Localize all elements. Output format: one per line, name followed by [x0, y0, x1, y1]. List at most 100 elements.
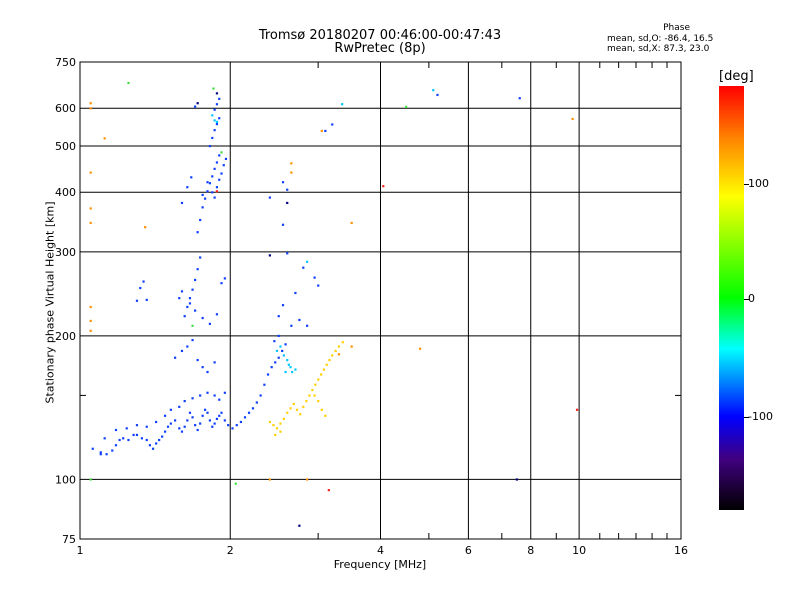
- data-point: [199, 422, 202, 425]
- y-tick-label: 500: [55, 140, 76, 153]
- data-point: [306, 260, 309, 263]
- data-point: [275, 427, 279, 430]
- data-point: [186, 345, 189, 348]
- data-point: [298, 318, 301, 322]
- data-point: [125, 427, 128, 430]
- data-point: [320, 373, 323, 376]
- data-point: [183, 315, 186, 318]
- data-point: [299, 413, 302, 416]
- data-point: [273, 340, 276, 343]
- data-point: [306, 324, 309, 327]
- data-point: [518, 97, 521, 100]
- data-point: [274, 433, 277, 437]
- x-tick-label: 2: [227, 544, 234, 557]
- data-point: [325, 363, 328, 366]
- data-point: [281, 181, 285, 184]
- data-point: [382, 185, 385, 188]
- data-point: [190, 176, 193, 179]
- data-point: [142, 280, 145, 283]
- data-point: [215, 161, 219, 164]
- data-point: [284, 370, 287, 374]
- data-point: [322, 368, 326, 371]
- data-point: [302, 405, 305, 408]
- x-tick-label: 16: [674, 544, 688, 557]
- data-point: [208, 144, 212, 148]
- data-point: [208, 322, 212, 325]
- data-point: [220, 172, 223, 175]
- data-point: [294, 291, 297, 295]
- x-tick-label: 1: [77, 544, 84, 557]
- data-point: [275, 349, 279, 353]
- data-point: [140, 437, 144, 440]
- data-point: [337, 353, 341, 356]
- data-point: [211, 136, 214, 140]
- data-point: [274, 361, 277, 364]
- data-point: [334, 349, 337, 353]
- data-point: [99, 451, 102, 454]
- data-point: [247, 411, 251, 414]
- data-point: [118, 438, 121, 442]
- data-point: [277, 334, 280, 338]
- data-point: [201, 206, 204, 209]
- data-point: [223, 277, 226, 280]
- data-point: [161, 435, 164, 438]
- data-point: [186, 419, 189, 422]
- data-point: [114, 428, 118, 432]
- data-point: [178, 427, 181, 430]
- data-point: [281, 223, 285, 226]
- data-point: [212, 87, 215, 90]
- data-point: [206, 181, 209, 184]
- x-tick-label: 10: [572, 544, 586, 557]
- y-tick-label: 300: [55, 246, 76, 259]
- data-point: [114, 444, 118, 447]
- data-point: [127, 438, 130, 442]
- data-point: [211, 425, 214, 428]
- data-point: [215, 190, 219, 193]
- data-point: [287, 363, 290, 366]
- data-point: [178, 405, 181, 408]
- data-point: [103, 137, 106, 140]
- data-point: [211, 175, 214, 178]
- data-point: [151, 447, 155, 450]
- data-point: [191, 416, 194, 419]
- data-point: [213, 394, 216, 397]
- phase-title: Phase: [663, 23, 690, 33]
- data-point: [218, 178, 221, 181]
- data-point: [289, 366, 292, 369]
- data-point: [317, 400, 320, 403]
- data-point: [194, 105, 197, 108]
- data-point: [206, 411, 209, 414]
- data-point: [281, 349, 284, 353]
- data-point: [135, 299, 139, 302]
- data-point: [188, 411, 192, 414]
- data-point: [213, 119, 216, 122]
- data-point: [436, 93, 439, 97]
- data-point: [298, 524, 301, 527]
- data-point: [206, 370, 209, 374]
- data-point: [191, 324, 194, 327]
- data-point: [183, 425, 186, 428]
- data-point: [327, 489, 330, 492]
- data-point: [201, 193, 204, 197]
- data-point: [89, 329, 92, 332]
- data-point: [263, 383, 266, 386]
- data-point: [279, 422, 282, 425]
- data-point: [196, 102, 199, 105]
- data-point: [215, 120, 219, 123]
- x-tick-label: 8: [527, 544, 534, 557]
- data-point: [234, 482, 237, 485]
- data-point: [89, 319, 92, 323]
- data-point: [222, 164, 225, 167]
- data-point: [188, 297, 192, 300]
- data-point: [89, 102, 92, 105]
- data-point: [308, 394, 311, 397]
- data-point: [279, 345, 282, 348]
- data-point: [314, 383, 317, 386]
- data-point: [331, 354, 334, 357]
- data-point: [286, 188, 289, 191]
- phase-stats-o: mean, sd,O: -86.4, 16.5: [607, 34, 714, 44]
- data-point: [235, 424, 238, 427]
- data-point: [284, 343, 287, 346]
- data-point: [286, 358, 289, 362]
- data-point: [313, 276, 316, 279]
